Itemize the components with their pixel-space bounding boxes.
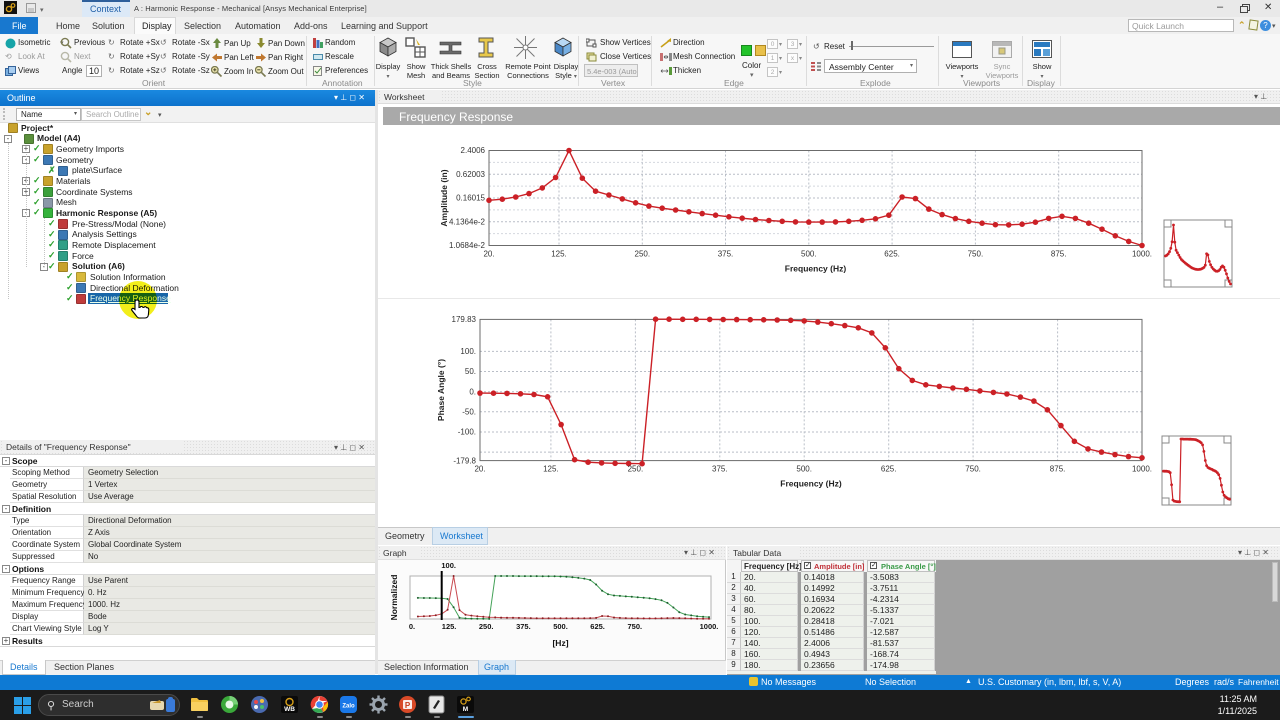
svg-text:250.: 250. <box>479 622 494 631</box>
svg-text:[Hz]: [Hz] <box>552 638 568 648</box>
svg-text:500.: 500. <box>796 465 812 474</box>
svg-text:-179.8: -179.8 <box>453 456 476 465</box>
svg-text:750.: 750. <box>627 622 642 631</box>
svg-text:375.: 375. <box>718 250 734 259</box>
svg-text:375.: 375. <box>516 622 531 631</box>
svg-text:100.: 100. <box>460 347 476 356</box>
svg-text:750.: 750. <box>965 465 981 474</box>
svg-text:WB: WB <box>284 706 295 713</box>
svg-text:125.: 125. <box>551 250 567 259</box>
svg-text:500.: 500. <box>553 622 568 631</box>
svg-text:250.: 250. <box>635 250 651 259</box>
svg-text:P: P <box>405 701 411 710</box>
svg-text:1000.: 1000. <box>1132 465 1152 474</box>
svg-text:50.: 50. <box>465 367 476 376</box>
svg-text:Frequency (Hz): Frequency (Hz) <box>785 264 847 274</box>
svg-text:0.16015: 0.16015 <box>456 194 485 203</box>
svg-text:20.: 20. <box>483 250 494 259</box>
svg-text:20.: 20. <box>474 465 485 474</box>
svg-text:Normalized: Normalized <box>389 575 399 621</box>
svg-text:Zalo: Zalo <box>342 704 355 710</box>
svg-text:1000.: 1000. <box>700 622 719 631</box>
svg-text:Amplitude (in): Amplitude (in) <box>439 169 449 226</box>
svg-text:2.4006: 2.4006 <box>461 146 486 155</box>
svg-text:875.: 875. <box>1050 465 1066 474</box>
svg-text:125.: 125. <box>543 465 559 474</box>
svg-text:M: M <box>463 706 468 713</box>
svg-text:100.: 100. <box>441 561 456 570</box>
svg-text:750.: 750. <box>968 250 984 259</box>
svg-text:1000.: 1000. <box>1132 250 1152 259</box>
svg-text:0.: 0. <box>409 622 415 631</box>
svg-text:125.: 125. <box>442 622 457 631</box>
svg-text:-100.: -100. <box>458 428 476 437</box>
svg-text:1.0684e-2: 1.0684e-2 <box>449 241 486 250</box>
svg-text:0.: 0. <box>469 387 476 396</box>
svg-text:179.83: 179.83 <box>452 315 477 324</box>
svg-text:625.: 625. <box>884 250 900 259</box>
svg-text:250.: 250. <box>628 465 644 474</box>
svg-text:875.: 875. <box>1051 250 1067 259</box>
svg-text:4.1364e-2: 4.1364e-2 <box>449 218 486 227</box>
svg-text:Phase Angle (°): Phase Angle (°) <box>436 359 446 421</box>
svg-text:-50.: -50. <box>462 408 476 417</box>
svg-text:375.: 375. <box>712 465 728 474</box>
svg-text:Frequency (Hz): Frequency (Hz) <box>780 479 842 489</box>
svg-text:625.: 625. <box>590 622 605 631</box>
svg-text:500.: 500. <box>801 250 817 259</box>
svg-text:0.62003: 0.62003 <box>456 170 485 179</box>
svg-text:625.: 625. <box>881 465 897 474</box>
